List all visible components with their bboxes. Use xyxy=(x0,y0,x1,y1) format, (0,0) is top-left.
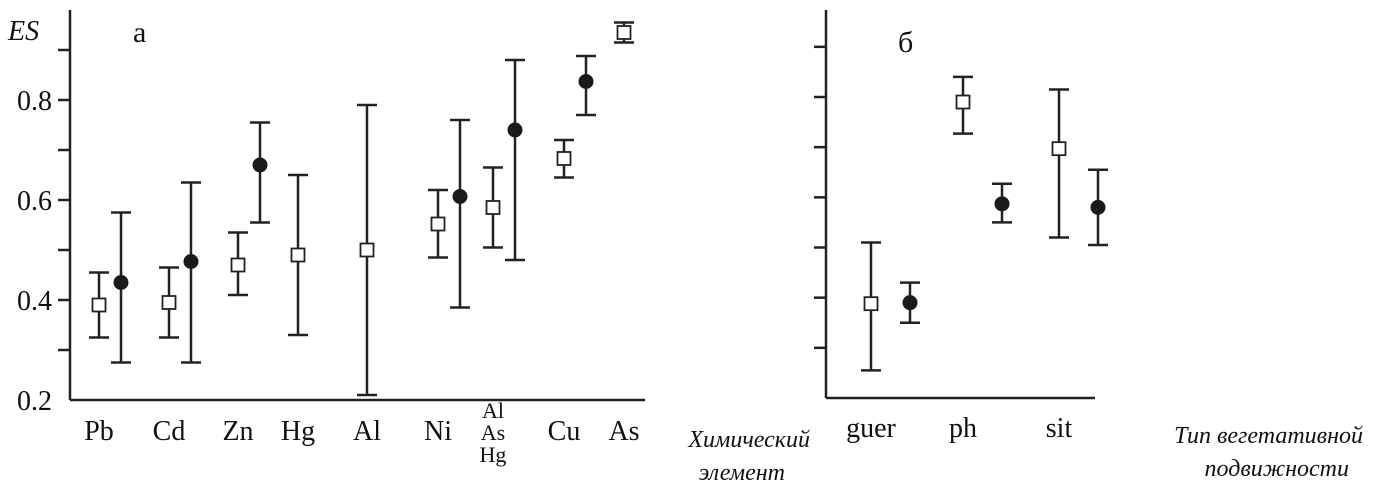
panel-b-filled-circle-point xyxy=(902,295,918,311)
panel-b-filled-circle-point xyxy=(994,196,1010,212)
panel-a-open-square-point xyxy=(290,247,306,263)
panel-a-x-category-label: Cu xyxy=(548,416,581,447)
panel-b-open-square-point xyxy=(955,94,971,110)
panel-b-x-axis-title-line1: Тип вегетативной xyxy=(1174,423,1363,449)
panel-a-filled-circle-point xyxy=(452,189,468,204)
panel-a-x-category-label: Al xyxy=(353,416,381,447)
panel-a-filled-circle-point xyxy=(507,122,523,138)
panel-a-open-square-point xyxy=(161,295,177,310)
panel-a-y-axis-title: ES xyxy=(7,16,39,47)
panel-b-filled-circle-point xyxy=(1090,199,1106,215)
panel-a-x-axis-title-line2: элемент xyxy=(699,460,785,486)
panel-a-x-category-label: Ni xyxy=(424,416,452,447)
panel-a-y-tick-label: 0.4 xyxy=(17,286,52,317)
panel-b-open-square-point xyxy=(1051,141,1067,157)
panel-a-open-square-point xyxy=(359,242,375,258)
panel-a-x-category-label: Hg xyxy=(480,442,507,467)
panel-b-open-square-point xyxy=(863,296,879,312)
panel-a-filled-circle-point xyxy=(113,275,129,290)
panel-a-filled-circle-point xyxy=(578,74,594,89)
panel-a-open-square-point xyxy=(430,216,446,232)
panel-a-open-square-point xyxy=(485,200,501,215)
panel-b-x-category-label: ph xyxy=(949,413,977,444)
panel-a-x-category-label: As xyxy=(608,416,639,447)
panel-a-x-category-label: As xyxy=(481,420,505,445)
panel-a-x-category-label: Hg xyxy=(281,416,315,447)
panel-a-y-tick-label: 0.8 xyxy=(17,86,52,117)
panel-b-x-category-label: guer xyxy=(846,413,896,444)
panel-a-open-square-point xyxy=(230,257,246,273)
panel-a-open-square-point xyxy=(91,297,107,313)
panel-a-filled-circle-point xyxy=(252,157,268,173)
panel-b-x-category-label: sit xyxy=(1046,413,1073,444)
panel-a-x-axis-title-line1: Химический xyxy=(687,427,810,453)
panel-a-open-square-point xyxy=(556,151,572,166)
panel-b: б Тип вегетативной подвижности guer ph sit xyxy=(814,10,1363,482)
panel-a-x-category-label: Zn xyxy=(222,416,253,447)
panel-a-x-category-label: Pb xyxy=(84,416,114,447)
panel-a-x-category-label: Cd xyxy=(153,416,186,447)
panel-a-filled-circle-point xyxy=(183,254,199,269)
panel-a-y-tick-label: 0.2 xyxy=(17,386,52,417)
panel-b-x-axis-title-line2: подвижности xyxy=(1205,456,1349,482)
panel-a-open-square-point xyxy=(616,25,632,40)
panel-a-x-category-label: Al xyxy=(482,398,504,423)
panel-b-letter: б xyxy=(898,26,913,59)
panel-a-letter: а xyxy=(133,16,146,49)
panel-a: ES а Химический элемент 0.2 0.4 0.6 0.8 Pb Cd… xyxy=(7,10,810,486)
panel-a-y-tick-label: 0.6 xyxy=(17,186,52,217)
